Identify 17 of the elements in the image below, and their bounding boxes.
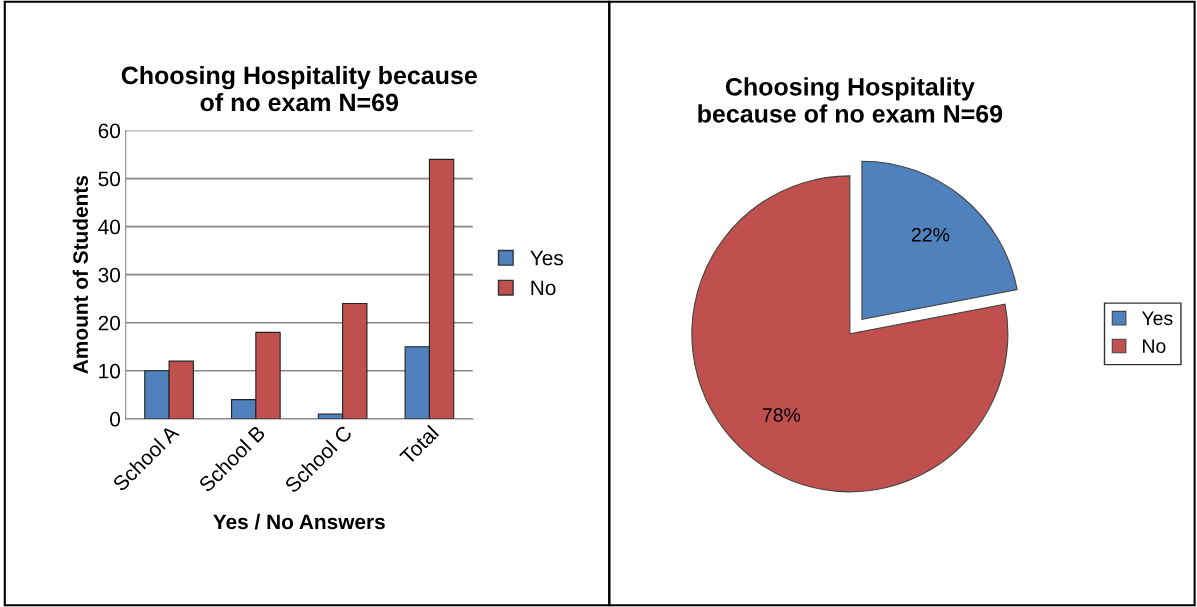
data-label: 22% (911, 227, 950, 242)
y-tick-label: 40 (98, 219, 121, 235)
y-tick-label: 0 (110, 411, 121, 427)
legend-label: No (1143, 339, 1166, 353)
legend-label: No (531, 280, 556, 296)
legend-label: Yes (1141, 311, 1173, 326)
y-tick-label: 50 (98, 171, 121, 187)
x-axis-title: Yes / No Answers (213, 513, 385, 530)
y-tick-label: 60 (98, 123, 121, 139)
legend-label: Yes (530, 250, 563, 266)
data-label: 78% (762, 408, 801, 422)
y-axis-title: Amount of Students (72, 175, 88, 374)
chart-title: Choosing Hospitality because of no exam N=69 (121, 65, 477, 112)
y-tick-label: 30 (98, 267, 121, 283)
chart-title: Choosing Hospitality because of no exam N=69 (698, 77, 1003, 123)
y-tick-label: 20 (98, 315, 121, 331)
y-tick-label: 10 (99, 363, 121, 379)
